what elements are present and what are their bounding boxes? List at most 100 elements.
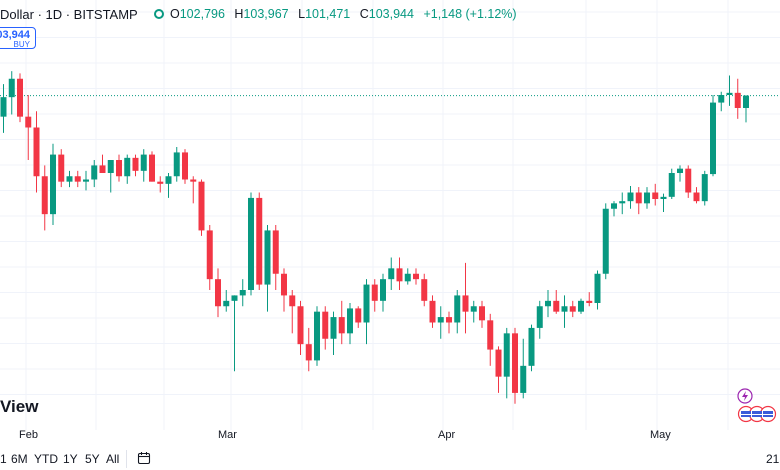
candle-body	[404, 273, 411, 282]
range-1d-button[interactable]: 1	[0, 452, 7, 466]
candle-body	[198, 181, 205, 231]
toolbar-divider	[126, 450, 127, 468]
candle-body	[107, 160, 114, 173]
candle-body	[314, 311, 320, 361]
candle-body	[726, 92, 733, 95]
candle-body	[644, 192, 650, 204]
candle-body	[578, 300, 584, 312]
candle-body	[50, 154, 56, 215]
buy-price-button[interactable]: 103,944 BUY	[0, 27, 36, 49]
candle-body	[413, 273, 419, 280]
candle-body	[0, 97, 7, 117]
candle-body	[710, 102, 716, 175]
candle-body	[627, 192, 634, 202]
market-status-icon	[154, 9, 164, 19]
open-value: 102,796	[179, 7, 225, 21]
candle-body	[289, 295, 296, 307]
candle-body	[495, 349, 502, 377]
price-chart[interactable]: Feb Mar Apr May	[0, 0, 780, 447]
candle-body	[330, 317, 337, 339]
candle-body	[74, 176, 81, 182]
candle-body	[528, 327, 535, 366]
candle-body	[165, 176, 172, 184]
candle-body	[718, 95, 725, 103]
candle-body	[743, 95, 749, 108]
candle-body	[91, 165, 98, 180]
candle-body	[248, 197, 254, 290]
x-tick-label: May	[650, 429, 671, 441]
range-ytd-button[interactable]: YTD	[34, 452, 58, 466]
candle-body	[462, 295, 469, 312]
candle-body	[421, 279, 428, 301]
candle-body	[347, 308, 353, 334]
candle-body	[429, 300, 436, 323]
candle-body	[660, 196, 667, 199]
candle-body	[281, 273, 287, 296]
low-label: L	[298, 7, 306, 21]
events-flags-icon[interactable]	[737, 405, 777, 423]
candle-body	[734, 92, 741, 108]
x-axis-ticks: Feb Mar Apr May	[19, 429, 671, 441]
candle-body	[355, 308, 362, 323]
candle-body	[446, 317, 452, 323]
candle-body	[231, 295, 238, 301]
buy-price: 103,944	[0, 29, 30, 41]
candle-body	[553, 300, 560, 312]
candle-body	[190, 179, 197, 182]
candle-body	[586, 300, 593, 303]
candle-body	[66, 176, 73, 182]
tradingview-watermark: View	[0, 397, 39, 416]
candle-body	[668, 173, 675, 197]
change-value: +1,148 (+1.12%)	[423, 7, 517, 21]
candle-body	[264, 230, 271, 285]
candle-body	[272, 230, 279, 274]
candle-body	[396, 268, 403, 282]
candle-body	[479, 306, 485, 321]
range-toolbar: 1 6M YTD 1Y 5Y All 21	[0, 447, 780, 469]
candle-body	[693, 192, 700, 202]
candle-body	[157, 181, 164, 184]
candle-body	[25, 116, 32, 128]
candle-body	[536, 306, 543, 328]
x-tick-label: Mar	[218, 429, 237, 441]
range-all-button[interactable]: All	[106, 452, 120, 466]
candle-body	[487, 320, 494, 350]
candle-body	[569, 306, 576, 312]
candle-body	[33, 127, 40, 177]
candle-body	[206, 230, 213, 280]
low-value: 101,471	[305, 7, 351, 21]
chart-grid	[0, 0, 780, 430]
candle-body	[223, 300, 230, 307]
range-5y-button[interactable]: 5Y	[85, 452, 100, 466]
range-6m-button[interactable]: 6M	[11, 452, 28, 466]
candle-body	[256, 197, 263, 285]
corner-label: 21	[766, 452, 780, 466]
candle-body	[619, 201, 626, 204]
candle-body	[41, 176, 48, 215]
candle-body	[470, 306, 477, 312]
candle-body	[322, 311, 329, 339]
candle-body	[305, 344, 312, 361]
symbol-title[interactable]: Dollar · 1D · BITSTAMP	[0, 7, 138, 22]
candle-body	[58, 154, 65, 182]
candle-body	[437, 317, 444, 323]
ohlc-readout: O102,796 H103,967 L101,471 C103,944 +1,1…	[170, 7, 523, 21]
candle-body	[173, 152, 180, 177]
candle-body	[83, 179, 89, 182]
candle-body	[132, 157, 139, 171]
lightning-icon[interactable]	[737, 388, 753, 404]
chart-header: Dollar · 1D · BITSTAMP O102,796 H103,967…	[0, 0, 780, 30]
candle-body	[561, 306, 568, 312]
buy-label: BUY	[13, 40, 30, 49]
candle-body	[338, 317, 345, 334]
candle-body	[149, 154, 155, 182]
candle-body	[677, 168, 683, 173]
calendar-icon[interactable]	[137, 451, 151, 465]
candle-body	[454, 295, 461, 323]
x-tick-label: Feb	[19, 429, 38, 441]
candle-body	[512, 333, 518, 393]
candle-body	[124, 157, 131, 177]
range-1y-button[interactable]: 1Y	[63, 452, 78, 466]
candle-body	[520, 365, 527, 393]
candle-body	[215, 279, 221, 307]
